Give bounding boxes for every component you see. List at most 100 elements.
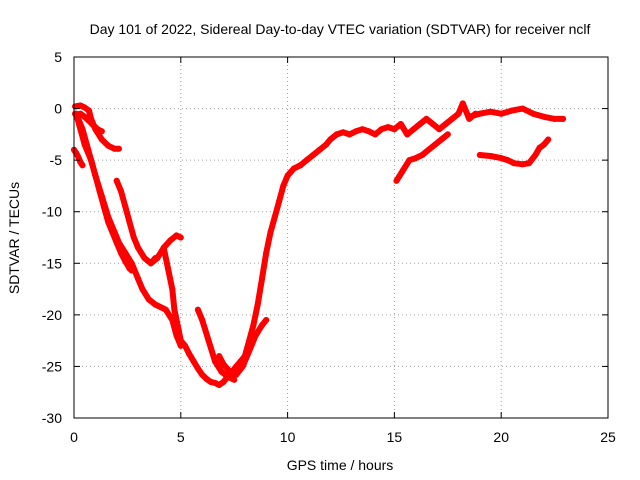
data-point [169, 286, 176, 293]
data-point [297, 162, 304, 169]
data-point [438, 136, 445, 143]
data-point [75, 154, 82, 160]
data-point [276, 198, 283, 205]
data-point [372, 131, 379, 138]
data-point [154, 255, 161, 262]
data-point [487, 108, 494, 115]
data-point [519, 105, 526, 112]
data-series-group [71, 100, 567, 388]
data-point [160, 244, 167, 251]
data-point [130, 234, 137, 241]
data-point [508, 107, 515, 114]
data-point [365, 128, 372, 135]
data-point [141, 255, 148, 262]
data-point [171, 306, 178, 313]
data-point [449, 115, 456, 122]
data-point [98, 193, 105, 200]
data-point [194, 306, 201, 313]
data-point [333, 131, 340, 138]
data-point [77, 126, 84, 133]
data-point [540, 113, 547, 120]
data-point [406, 157, 413, 164]
x-tick-label: 15 [387, 429, 403, 445]
data-point [432, 141, 438, 148]
data-point [177, 234, 184, 241]
data-point [81, 104, 88, 111]
x-axis-label: GPS time / hours [287, 457, 394, 473]
data-point [442, 121, 449, 127]
data-point [399, 167, 406, 174]
data-point [246, 348, 253, 354]
x-tick-label: 5 [177, 429, 185, 445]
data-point [504, 157, 511, 164]
data-point [259, 322, 265, 329]
y-tick-label: -10 [42, 204, 62, 220]
data-point [291, 165, 297, 172]
data-point [303, 157, 310, 164]
data-point [220, 378, 227, 385]
data-point [177, 337, 184, 344]
data-point [135, 275, 142, 282]
data-point [152, 301, 159, 308]
x-tick-label: 0 [70, 429, 78, 445]
data-point [459, 100, 466, 107]
data-point [498, 110, 505, 117]
data-point [280, 182, 287, 189]
data-point [199, 317, 206, 323]
data-point [111, 229, 118, 236]
data-point [77, 110, 84, 117]
data-point [145, 296, 152, 303]
data-point [284, 172, 291, 179]
y-tick-label: -15 [42, 255, 62, 271]
data-point [105, 213, 112, 220]
data-point [404, 131, 411, 138]
data-point [476, 110, 483, 117]
data-point [115, 145, 122, 152]
data-point [436, 126, 443, 133]
data-point [323, 141, 329, 148]
data-point [139, 286, 146, 293]
data-point [391, 126, 398, 133]
y-axis-label: SDTVAR / TECUs [6, 182, 22, 294]
data-point [231, 376, 238, 383]
data-point [216, 353, 223, 360]
data-point [86, 107, 92, 114]
data-point [212, 358, 218, 365]
data-point [194, 365, 201, 372]
data-point [92, 172, 99, 179]
data-point [267, 229, 274, 236]
data-point [271, 213, 278, 220]
data-point [412, 155, 419, 162]
y-tick-label: 5 [54, 49, 62, 65]
data-point [385, 124, 391, 131]
data-point [455, 110, 462, 117]
data-point [423, 115, 430, 122]
data-point [86, 117, 92, 124]
data-point [182, 342, 189, 349]
data-point [115, 239, 122, 246]
data-point [316, 146, 323, 153]
data-point [79, 162, 86, 169]
data-point [220, 361, 227, 368]
data-point [511, 160, 517, 167]
data-point [466, 113, 473, 120]
data-point [519, 161, 526, 168]
data-point [81, 113, 88, 120]
data-point [105, 142, 112, 149]
data-point [340, 129, 347, 136]
data-point [378, 126, 385, 133]
data-point [111, 145, 118, 152]
data-point [128, 260, 135, 267]
data-point [419, 152, 426, 158]
data-point [487, 153, 494, 159]
data-point [199, 371, 206, 378]
data-point [327, 136, 334, 143]
data-point [162, 306, 169, 313]
data-point [205, 337, 212, 344]
data-point [536, 144, 543, 151]
x-tick-label: 25 [600, 429, 616, 445]
data-point [429, 121, 436, 127]
data-point [393, 177, 400, 184]
